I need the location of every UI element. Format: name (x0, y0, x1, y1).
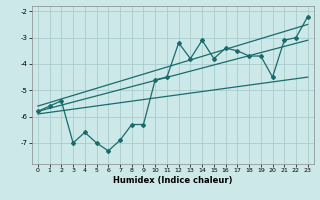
X-axis label: Humidex (Indice chaleur): Humidex (Indice chaleur) (113, 176, 233, 185)
